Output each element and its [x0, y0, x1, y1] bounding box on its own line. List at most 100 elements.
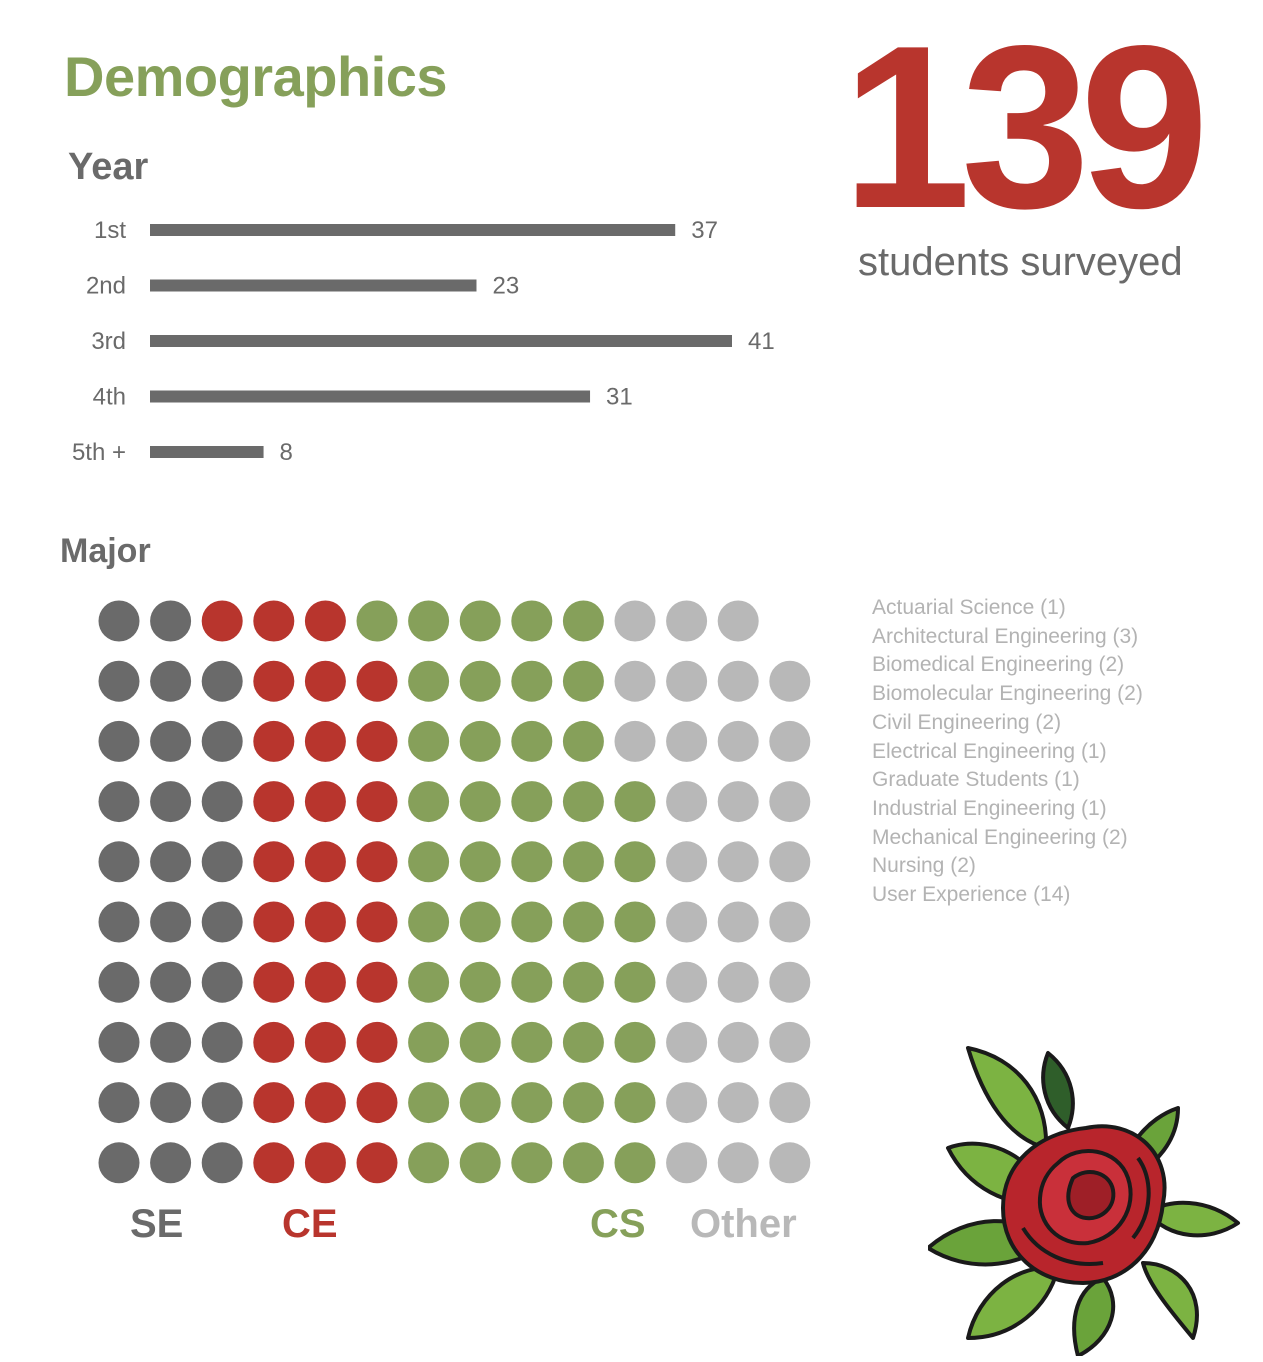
waffle-dot-se: [201, 660, 243, 702]
waffle-dot-se: [98, 600, 140, 642]
waffle-dot-ce: [253, 781, 295, 823]
waffle-dot-se: [98, 841, 140, 883]
waffle-dot-cs: [562, 781, 604, 823]
waffle-dot-ce: [356, 1142, 398, 1184]
category-label-se: SE: [130, 1202, 184, 1246]
list-item: Civil Engineering (2): [872, 710, 1062, 734]
waffle-dot-other: [614, 720, 656, 762]
waffle-dot-cs: [614, 901, 656, 943]
waffle-dot-se: [150, 600, 192, 642]
waffle-dot-cs: [459, 961, 501, 1003]
list-item: Actuarial Science (1): [872, 596, 1066, 619]
waffle-dot-ce: [356, 841, 398, 883]
waffle-dot-se: [150, 660, 192, 702]
waffle-dot-ce: [304, 901, 346, 943]
waffle-dot-cs: [408, 781, 450, 823]
waffle-dot-ce: [253, 600, 295, 642]
waffle-dot-se: [201, 1142, 243, 1184]
waffle-dot-ce: [253, 720, 295, 762]
waffle-dot-other: [717, 781, 759, 823]
year-heading: Year: [68, 146, 149, 188]
waffle-dot-other: [717, 841, 759, 883]
waffle-dot-se: [98, 901, 140, 943]
waffle-dot-cs: [408, 1142, 450, 1184]
waffle-dot-other: [614, 660, 656, 702]
waffle-dot-cs: [408, 660, 450, 702]
waffle-dot-cs: [511, 1021, 553, 1063]
bar: [150, 279, 477, 292]
bar: [150, 335, 732, 347]
waffle-dot-se: [150, 901, 192, 943]
waffle-dot-cs: [459, 1021, 501, 1063]
list-item: Mechanical Engineering (2): [872, 825, 1128, 849]
major-heading: Major: [60, 532, 151, 570]
list-item: Nursing (2): [872, 854, 976, 878]
waffle-dot-se: [98, 1142, 140, 1184]
bar-category-label: 2nd: [86, 273, 126, 300]
waffle-dot-se: [201, 1021, 243, 1063]
waffle-dot-cs: [459, 600, 501, 642]
waffle-dot-cs: [408, 1021, 450, 1063]
waffle-dot-other: [769, 1142, 811, 1184]
waffle-dot-cs: [614, 1082, 656, 1124]
waffle-dot-cs: [459, 841, 501, 883]
waffle-dot-other: [666, 1082, 708, 1124]
waffle-dot-ce: [253, 841, 295, 883]
waffle-dot-other: [666, 781, 708, 823]
waffle-dot-se: [150, 781, 192, 823]
bar-value-label: 23: [492, 273, 519, 300]
waffle-dot-ce: [253, 1021, 295, 1063]
bar-category-label: 3rd: [91, 328, 126, 355]
waffle-dot-other: [666, 841, 708, 883]
waffle-dot-cs: [562, 600, 604, 642]
waffle-dot-ce: [356, 660, 398, 702]
waffle-dot-other: [769, 781, 811, 823]
waffle-dot-cs: [408, 1082, 450, 1124]
waffle-dot-ce: [356, 781, 398, 823]
waffle-dot-cs: [562, 961, 604, 1003]
waffle-dot-se: [201, 961, 243, 1003]
waffle-dot-other: [769, 720, 811, 762]
waffle-dot-ce: [201, 600, 243, 642]
waffle-dot-ce: [253, 660, 295, 702]
list-item: Graduate Students (1): [872, 768, 1080, 792]
waffle-dot-other: [717, 1021, 759, 1063]
waffle-dot-cs: [459, 901, 501, 943]
waffle-dot-se: [150, 1021, 192, 1063]
waffle-dot-cs: [614, 841, 656, 883]
waffle-dot-ce: [304, 600, 346, 642]
waffle-dot-cs: [614, 1021, 656, 1063]
waffle-dot-cs: [511, 1082, 553, 1124]
waffle-dot-ce: [304, 781, 346, 823]
waffle-dot-se: [150, 1142, 192, 1184]
waffle-dot-ce: [356, 901, 398, 943]
waffle-dot-cs: [614, 781, 656, 823]
waffle-dot-se: [150, 841, 192, 883]
bar: [150, 446, 264, 458]
waffle-dot-se: [98, 961, 140, 1003]
waffle-dot-se: [201, 781, 243, 823]
bar: [150, 224, 676, 236]
other-majors-list: Actuarial Science (1) Architectural Engi…: [872, 594, 1143, 910]
waffle-dot-se: [150, 1082, 192, 1124]
waffle-dot-ce: [253, 901, 295, 943]
waffle-dot-cs: [511, 1142, 553, 1184]
waffle-dot-cs: [562, 1142, 604, 1184]
waffle-dot-cs: [562, 1021, 604, 1063]
list-item: Electrical Engineering (1): [872, 739, 1107, 763]
waffle-dot-other: [717, 720, 759, 762]
waffle-dot-cs: [408, 901, 450, 943]
waffle-dot-ce: [356, 1021, 398, 1063]
waffle-dot-se: [98, 660, 140, 702]
waffle-dot-se: [201, 901, 243, 943]
waffle-dot-cs: [562, 660, 604, 702]
bar-value-label: 8: [280, 439, 293, 466]
waffle-dot-ce: [304, 660, 346, 702]
waffle-dot-cs: [511, 781, 553, 823]
waffle-dot-se: [201, 1082, 243, 1124]
waffle-dot-cs: [511, 901, 553, 943]
rose-icon: [928, 1046, 1240, 1356]
waffle-dot-other: [666, 1142, 708, 1184]
waffle-dot-other: [769, 901, 811, 943]
waffle-dot-cs: [562, 720, 604, 762]
